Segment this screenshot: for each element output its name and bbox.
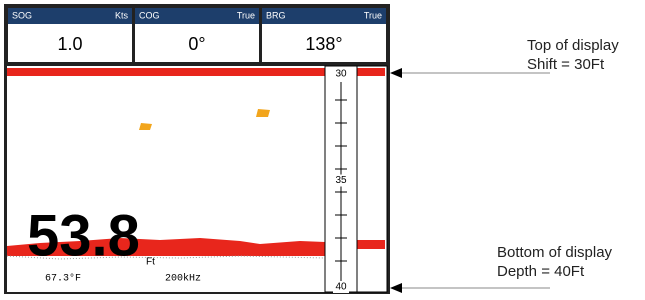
seabed — [357, 240, 385, 249]
annotation-detail: Depth = 40Ft — [497, 263, 585, 280]
depth-unit: Ft — [146, 257, 155, 268]
scale-label: 40 — [335, 282, 347, 293]
panel-label: BRG — [266, 10, 286, 20]
panel-value: 138° — [305, 34, 342, 54]
panel-value: 1.0 — [57, 34, 82, 54]
data-panels: SOG Kts 1.0 COG True 0° BRG True 138° — [8, 8, 386, 62]
fish-icon — [256, 109, 270, 117]
panel-label: COG — [139, 10, 160, 20]
panel-unit: True — [237, 10, 255, 20]
temperature: 67.3°F — [45, 273, 81, 285]
depth-reading: 53.8 — [27, 203, 140, 268]
arrow-head — [390, 283, 402, 293]
diagram: SOG Kts 1.0 COG True 0° BRG True 138° 30 35 40 53.… — [0, 0, 645, 295]
scale-label: 30 — [335, 69, 347, 80]
frequency: 200kHz — [165, 273, 201, 285]
arrow-head — [390, 68, 402, 78]
annotation-title: Top of display — [527, 37, 619, 54]
fish-icon — [139, 123, 152, 130]
annotation-detail: Shift = 30Ft — [527, 56, 605, 73]
annotation-title: Bottom of display — [497, 244, 613, 261]
panel-unit: True — [364, 10, 382, 20]
panel-value: 0° — [188, 34, 205, 54]
panel-unit: Kts — [115, 10, 129, 20]
scale-label: 35 — [335, 175, 347, 186]
panel-label: SOG — [12, 10, 32, 20]
